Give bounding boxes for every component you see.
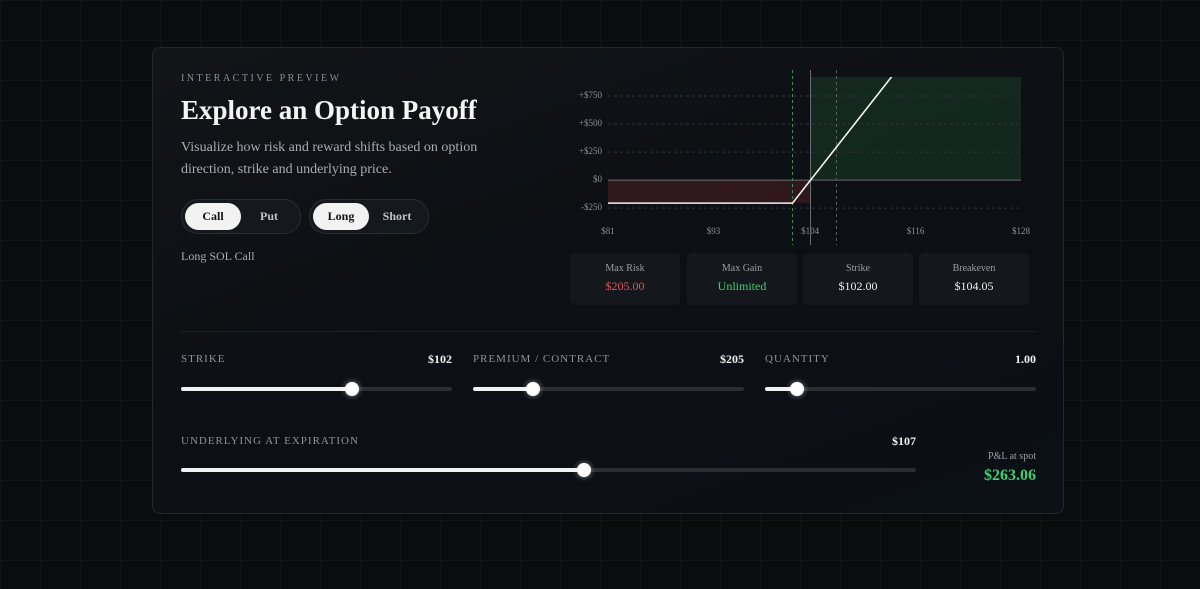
separator xyxy=(181,331,1036,332)
x-tick-label: $93 xyxy=(707,226,721,236)
call-button[interactable]: Call xyxy=(185,203,241,230)
pnl-value: $263.06 xyxy=(984,467,1036,484)
direction-toggle: Long Short xyxy=(309,199,429,234)
eyebrow: INTERACTIVE PREVIEW xyxy=(181,73,342,84)
stat-value: $102.00 xyxy=(838,279,878,293)
slider-label: QUANTITY xyxy=(765,353,830,365)
gain-zone xyxy=(810,77,1021,181)
slider-value: 1.00 xyxy=(1015,352,1036,366)
stat-label: Strike xyxy=(846,263,870,274)
y-tick-label: -$250 xyxy=(581,202,602,212)
quantity-slider[interactable] xyxy=(765,382,1036,396)
stat-value: Unlimited xyxy=(717,279,767,293)
stat-card: Max Gain Unlimited xyxy=(687,253,797,305)
payoff-line xyxy=(608,77,893,204)
position-label: Long SOL Call xyxy=(181,249,255,263)
stat-card: Strike $102.00 xyxy=(803,253,913,305)
x-tick-label: $128 xyxy=(1012,226,1031,236)
y-tick-label: +$500 xyxy=(579,118,603,128)
slider-label: UNDERLYING AT EXPIRATION xyxy=(181,435,359,447)
underlying-slider[interactable] xyxy=(181,463,916,477)
stat-value: $104.05 xyxy=(954,279,994,293)
slider-label: STRIKE xyxy=(181,353,226,365)
slider-value: $205 xyxy=(720,352,744,366)
premium-slider[interactable] xyxy=(473,382,744,396)
long-button[interactable]: Long xyxy=(313,203,369,230)
stat-label: Max Gain xyxy=(721,263,763,274)
strike-slider[interactable] xyxy=(181,382,452,396)
type-toggle: Call Put xyxy=(181,199,301,234)
stat-card: Breakeven $104.05 xyxy=(919,253,1029,305)
stat-label: Max Risk xyxy=(605,263,645,274)
y-tick-label: $0 xyxy=(593,174,603,184)
title: Explore an Option Payoff xyxy=(181,95,477,125)
short-button[interactable]: Short xyxy=(382,209,412,223)
y-tick-label: +$750 xyxy=(579,90,603,100)
put-button[interactable]: Put xyxy=(260,209,278,223)
x-tick-label: $116 xyxy=(907,226,925,236)
pnl-label: P&L at spot xyxy=(988,451,1036,462)
stat-card: Max Risk $205.00 xyxy=(570,253,680,305)
loss-zone xyxy=(608,180,811,204)
stat-label: Breakeven xyxy=(952,263,996,274)
slider-value: $107 xyxy=(892,434,916,448)
y-tick-label: +$250 xyxy=(579,146,603,156)
payoff-chart: -$250$0+$250+$500+$750$81$93$104$116$128 xyxy=(579,70,1031,245)
slider-label: PREMIUM / CONTRACT xyxy=(473,353,611,365)
stat-value: $205.00 xyxy=(605,279,645,293)
slider-value: $102 xyxy=(428,352,452,366)
x-tick-label: $81 xyxy=(601,226,615,236)
description: Visualize how risk and reward shifts bas… xyxy=(181,140,478,177)
